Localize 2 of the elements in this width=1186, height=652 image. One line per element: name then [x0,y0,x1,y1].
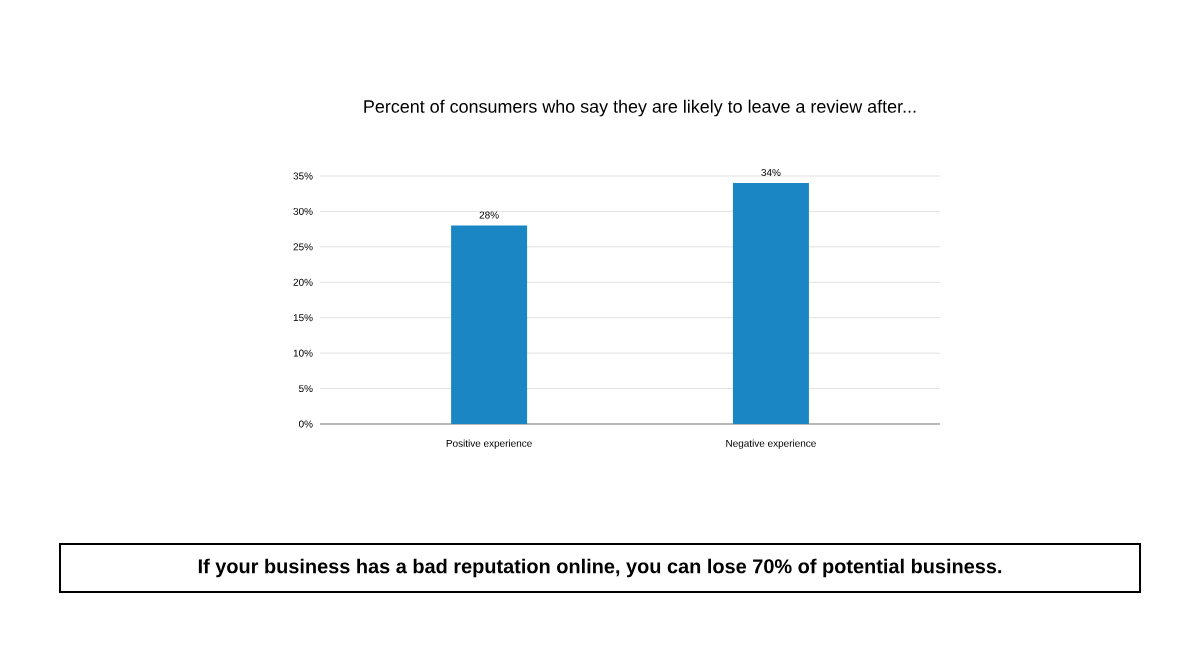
text: If your business has a bad reputation online, you can lose 70% of potential business. [198,558,1002,578]
chart-title: Percent of consumers who say they are likely to leave a review after... [364,99,916,117]
